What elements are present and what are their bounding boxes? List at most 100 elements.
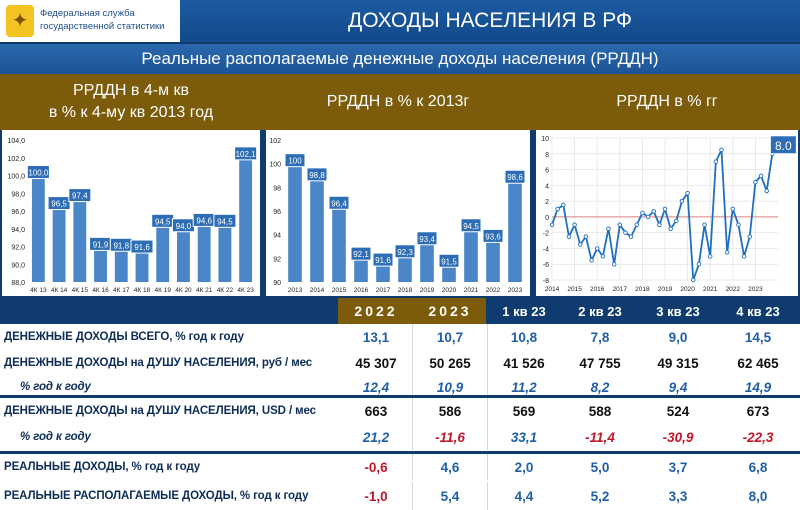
x-tick-label: 4К 18 <box>134 287 151 294</box>
table-cell: 10,7 <box>412 324 488 350</box>
row-label: ДЕНЕЖНЫЕ ДОХОДЫ на ДУШУ НАСЕЛЕНИЯ, USD /… <box>4 405 316 417</box>
table-cell: 12,4 <box>362 379 390 395</box>
bar <box>94 247 107 282</box>
page-title: ДОХОДЫ НАСЕЛЕНИЯ В РФ <box>180 0 800 42</box>
rosstat-emblem-icon: ✦ <box>6 5 34 37</box>
data-point <box>561 202 566 208</box>
y-tick-label: 96 <box>273 209 281 216</box>
data-label: 98,8 <box>309 171 325 180</box>
x-tick-label: 2013 <box>288 287 303 294</box>
data-point <box>549 222 555 228</box>
y-tick-label: 96,0 <box>11 209 25 216</box>
bar <box>420 241 434 282</box>
data-label-box <box>284 153 306 168</box>
column-header: 2022 <box>354 303 398 319</box>
y-tick-label: -6 <box>543 262 549 269</box>
data-point <box>758 173 764 179</box>
data-label-box <box>306 167 328 182</box>
table-row: % год к году 12,4 10,9 11,2 8,2 9,4 14,9 <box>0 376 800 398</box>
bar <box>31 175 45 282</box>
table-cell: 588 <box>588 403 612 419</box>
x-tick-label: 4К 21 <box>196 287 213 294</box>
data-label: 91,8 <box>113 241 129 250</box>
y-tick-label: 102,0 <box>7 156 25 163</box>
bar <box>288 163 302 282</box>
data-point <box>651 209 656 214</box>
data-point <box>747 234 752 239</box>
y-tick-label: 6 <box>545 168 549 175</box>
y-tick-label: 88,0 <box>11 280 25 287</box>
data-label: 96,4 <box>331 199 347 208</box>
panel-headings: РРДДН в 4-м кв в % к 4-му кв 2013 год РР… <box>0 74 800 130</box>
data-label: 102,1 <box>236 150 257 159</box>
x-tick-label: 4К 19 <box>155 287 172 294</box>
table-cell: 8,0 <box>748 488 768 504</box>
table-cell: -11,6 <box>412 424 488 450</box>
x-tick-label: 2023 <box>748 286 763 293</box>
chart-quarterly-bars: 88,090,092,094,096,098,0100,0102,0104,01… <box>2 130 260 296</box>
x-tick-label: 4К 23 <box>237 287 254 294</box>
table-cell: -11,4 <box>585 429 615 445</box>
y-tick-label: 94,0 <box>11 227 25 234</box>
data-point <box>730 206 736 212</box>
data-point <box>617 222 623 228</box>
data-point <box>657 222 662 228</box>
data-label-box <box>394 244 416 259</box>
table-cell: 33,1 <box>510 429 538 445</box>
x-tick-label: 4К 15 <box>72 287 89 294</box>
data-label: 92,3 <box>397 248 413 257</box>
x-tick-label: 2018 <box>635 286 650 293</box>
data-point <box>719 147 724 153</box>
bar <box>332 206 346 282</box>
y-tick-label: 2 <box>545 199 549 206</box>
y-tick-label: 102 <box>269 138 281 145</box>
x-tick-label: 4К 17 <box>113 287 130 294</box>
table-cell: 21,2 <box>362 429 390 445</box>
data-label-box <box>416 231 438 246</box>
data-label: 96,5 <box>51 200 67 209</box>
x-tick-label: 2014 <box>310 287 325 294</box>
x-tick-label: 2019 <box>658 286 673 293</box>
data-point <box>724 250 730 255</box>
y-tick-label: 104,0 <box>7 138 25 145</box>
x-tick-label: 2021 <box>464 287 479 294</box>
data-label-box <box>438 253 460 268</box>
y-tick-label: 100 <box>269 162 281 169</box>
table-cell: -1,0 <box>364 488 388 504</box>
data-point <box>690 277 696 283</box>
data-point <box>679 198 685 204</box>
series-line <box>551 149 774 281</box>
chart-yoy-line: -8 -6 -4 -2 0 2 4 6 8 10 2014 2015 2016 2017 2018 2019 2… <box>536 130 798 296</box>
data-label: 97,4 <box>72 192 88 201</box>
data-label: 100,0 <box>28 169 49 178</box>
table-header: 2022 2023 1 кв 23 2 кв 23 3 кв 23 4 кв 23 <box>0 298 800 324</box>
row-separator <box>0 395 800 398</box>
bar <box>464 228 478 282</box>
x-tick-label: 2022 <box>486 287 501 294</box>
table-cell: -30,9 <box>662 429 694 445</box>
data-point <box>572 222 577 228</box>
data-point <box>662 206 668 212</box>
table-cell: 673 <box>746 403 770 419</box>
year-header-bg <box>338 298 486 324</box>
data-label: 98,6 <box>507 173 523 182</box>
data-label-box <box>328 195 350 210</box>
y-tick-label: 0 <box>545 215 549 222</box>
column-header: 1 кв 23 <box>502 303 546 319</box>
end-label: 8.0 <box>775 139 792 153</box>
y-tick-label: 94 <box>273 233 281 240</box>
data-label-box <box>482 228 504 243</box>
data-point <box>753 179 758 185</box>
table-cell: 3,7 <box>668 459 688 475</box>
x-tick-label: 4К 20 <box>175 287 192 294</box>
org-name: Федеральная служба государственной стати… <box>40 8 165 32</box>
data-label: 91,6 <box>375 256 391 265</box>
data-point <box>634 222 639 228</box>
table-cell: 45 307 <box>355 355 397 371</box>
x-tick-label: 2016 <box>590 286 605 293</box>
data-label: 94,5 <box>155 217 171 226</box>
x-tick-label: 2021 <box>703 286 718 293</box>
x-tick-label: 2014 <box>545 286 560 293</box>
x-tick-label: 2018 <box>398 287 413 294</box>
column-header: 2 кв 23 <box>578 303 622 319</box>
